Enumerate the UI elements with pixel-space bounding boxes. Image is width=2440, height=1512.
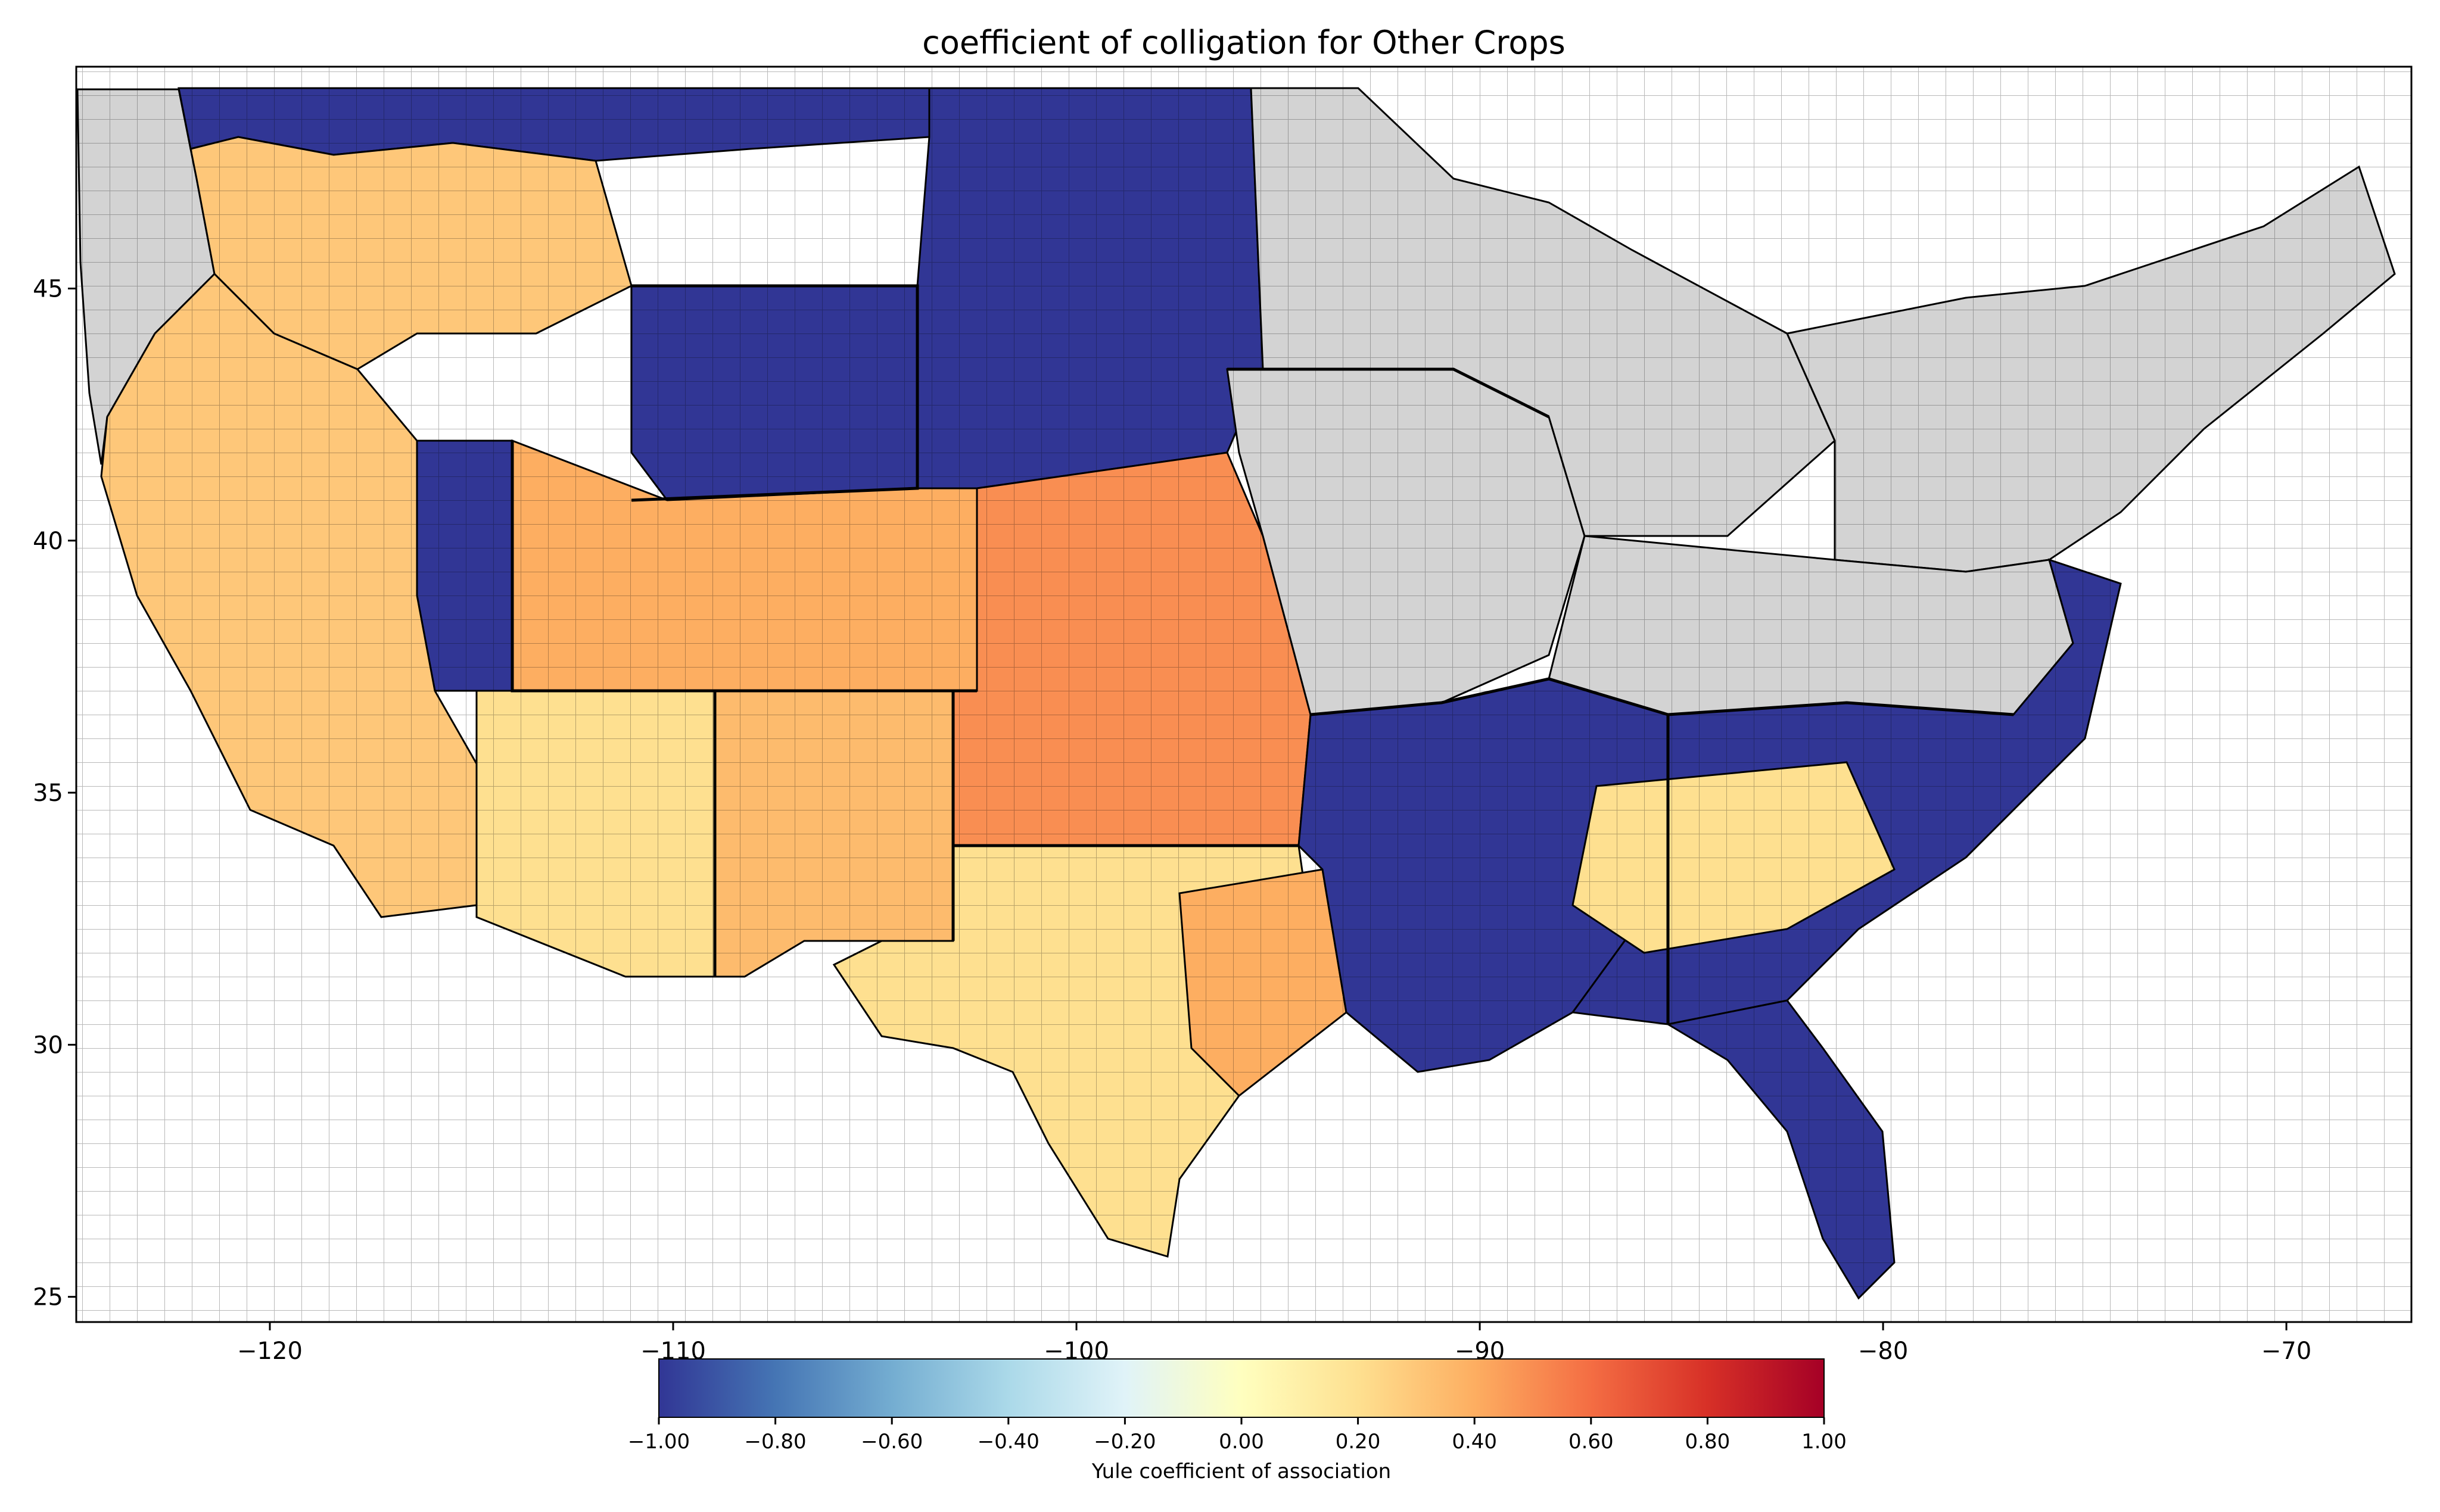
colorbar-tick-label: −0.80	[744, 1430, 806, 1454]
plot-frame	[75, 66, 2413, 1323]
state-borders	[511, 284, 2014, 1024]
colorbar: −1.00 −0.80 −0.60 −0.40 −0.20 0.00 0.20 0.40 0.6…	[628, 1358, 1847, 1483]
colorbar-ticks: −1.00 −0.80 −0.60 −0.40 −0.20 0.00 0.20 0.40 0.6…	[628, 1417, 1847, 1454]
y-tick-label: 40	[33, 528, 63, 555]
county-boundaries	[76, 67, 2411, 1322]
colorbar-tick-label: 0.00	[1219, 1430, 1264, 1454]
colorbar-tick-label: 0.80	[1685, 1430, 1731, 1454]
colorbar-tick-label: 0.60	[1568, 1430, 1614, 1454]
colorbar-tick-label: 0.20	[1336, 1430, 1381, 1454]
x-tick-label: −70	[2261, 1338, 2311, 1365]
map-title: coefficient of colligation for Other Cro…	[922, 24, 1566, 61]
colorbar-label: Yule coefficient of association	[1091, 1460, 1391, 1483]
y-axis: 25 30 35 40 45	[33, 275, 76, 1311]
colorbar-gradient	[658, 1358, 1825, 1418]
colorbar-tick-label: −1.00	[628, 1430, 690, 1454]
y-tick-label: 30	[33, 1031, 63, 1059]
us-counties-map	[76, 67, 2411, 1322]
colorbar-tick-label: −0.40	[978, 1430, 1040, 1454]
colorbar-tick-label: −0.60	[861, 1430, 923, 1454]
colorbar-tick-label: 1.00	[1801, 1430, 1847, 1454]
y-tick-label: 45	[33, 275, 63, 303]
colorbar-tick-label: −0.20	[1094, 1430, 1156, 1454]
colorbar-tick-label: 0.40	[1452, 1430, 1497, 1454]
y-tick-label: 35	[33, 780, 63, 807]
x-tick-label: −80	[1858, 1338, 1908, 1365]
y-tick-label: 25	[33, 1284, 63, 1311]
x-tick-label: −120	[237, 1338, 303, 1365]
